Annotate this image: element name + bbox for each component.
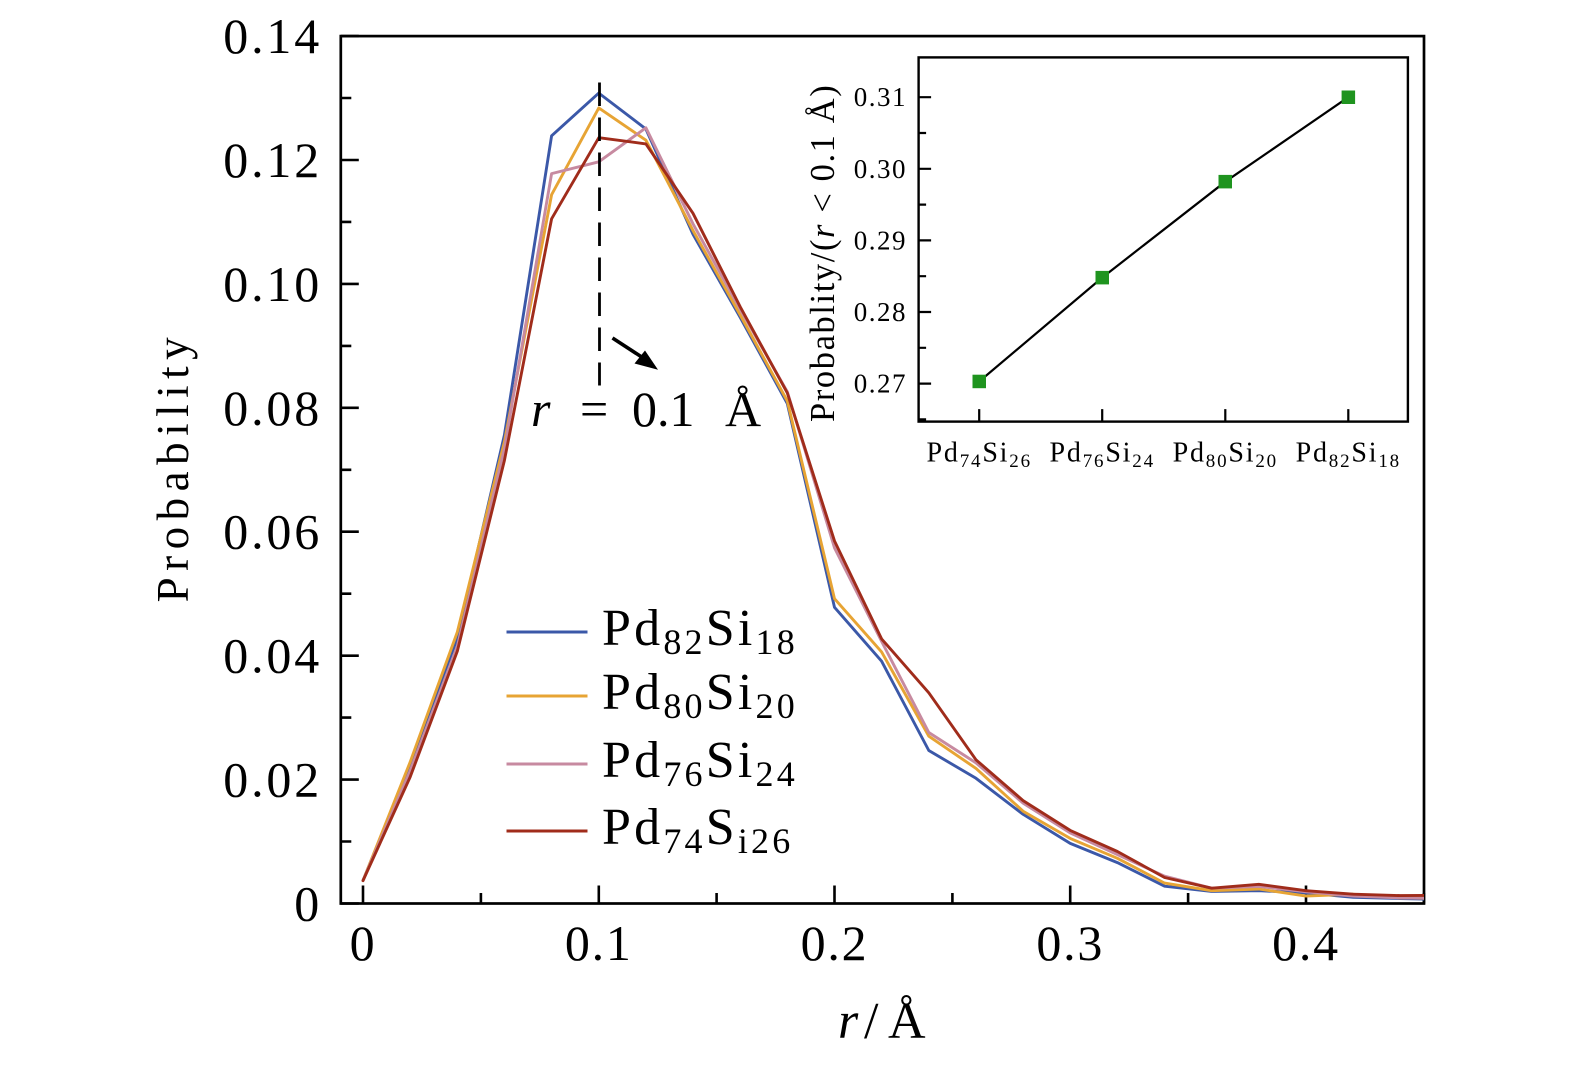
svg-text:0.02: 0.02: [223, 752, 322, 808]
svg-text:0.28: 0.28: [854, 297, 907, 327]
svg-text:0.08: 0.08: [223, 380, 322, 436]
svg-text:0.06: 0.06: [223, 504, 322, 560]
svg-text:0.3: 0.3: [1036, 915, 1104, 971]
svg-text:Probability: Probability: [148, 331, 198, 602]
svg-text:0.10: 0.10: [223, 256, 322, 312]
svg-text:0.1: 0.1: [565, 915, 633, 971]
svg-text:0.27: 0.27: [854, 369, 907, 399]
svg-text:0.14: 0.14: [223, 8, 322, 64]
svg-text:0.29: 0.29: [854, 225, 907, 255]
svg-text:0.2: 0.2: [801, 915, 869, 971]
svg-text:0.04: 0.04: [223, 628, 322, 684]
svg-text:0.12: 0.12: [223, 132, 322, 188]
svg-text:r=0.1Å: r = 0.1 Å: [531, 381, 761, 437]
svg-text:0: 0: [294, 876, 322, 932]
svg-text:r/Å: r / Å: [838, 993, 926, 1050]
svg-text:Pd82Si18: Pd82Si18: [1296, 437, 1401, 472]
svg-text:0.31: 0.31: [854, 82, 907, 112]
svg-text:0: 0: [350, 915, 377, 971]
svg-text:Probablity/(r < 0.1 Å): Probablity/(r < 0.1 Å): [804, 84, 842, 422]
svg-text:0.30: 0.30: [854, 154, 907, 184]
svg-text:0.4: 0.4: [1272, 915, 1340, 971]
